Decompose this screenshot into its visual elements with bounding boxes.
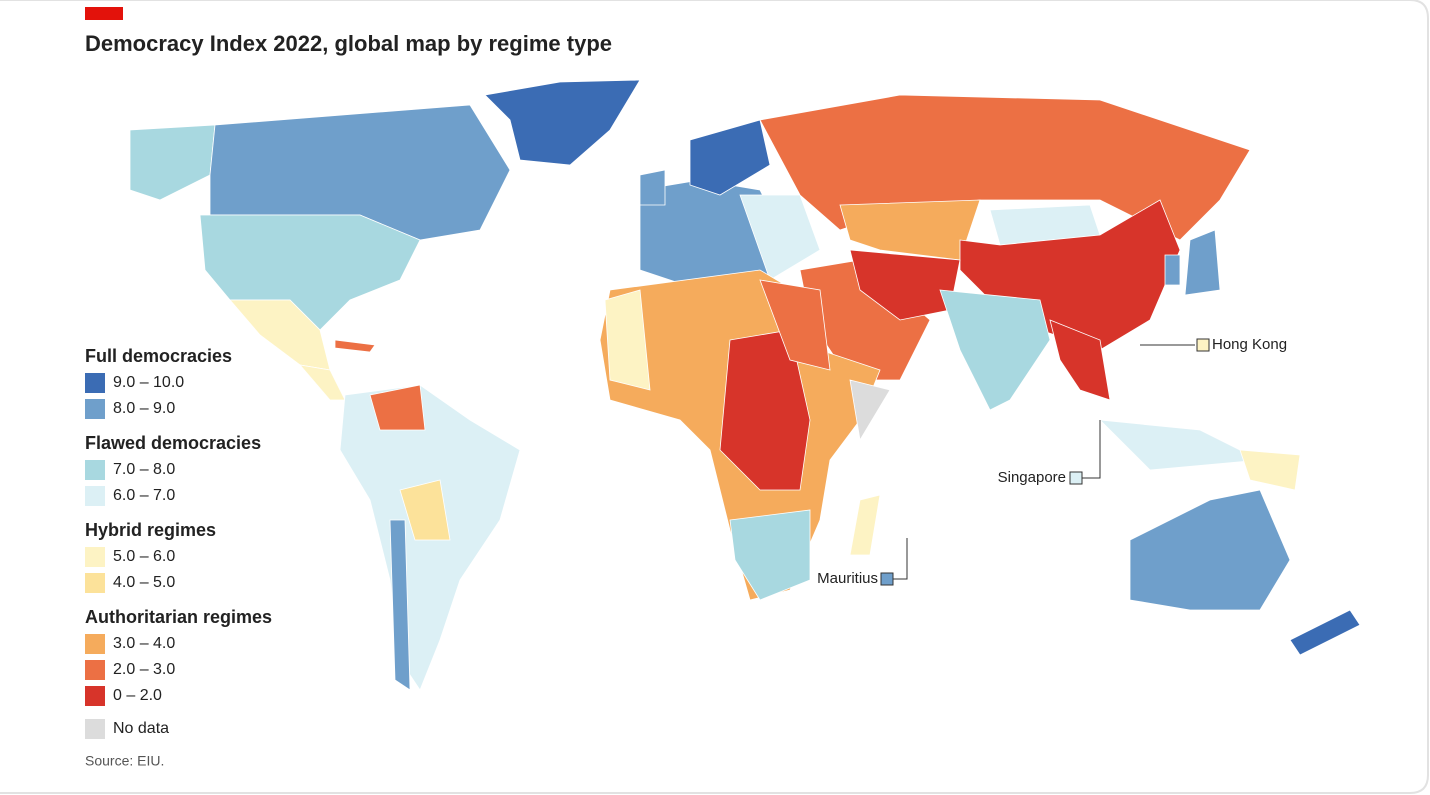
callout-line [1082,420,1101,479]
legend-swatch [85,660,105,680]
chile [389,519,411,691]
callout-line [893,538,908,580]
legend-group: Authoritarian regimes [85,607,272,627]
southeast-asia [1049,319,1111,401]
legend-swatch [85,573,105,593]
callouts: Hong Kong Singapore Mauritius [817,336,1287,587]
title: Democracy Index 2022, global map by regi… [85,31,612,56]
legend-label: 4.0 – 5.0 [113,574,175,591]
callout-box [1069,471,1083,485]
legend-swatch [85,547,105,567]
south-korea [1164,254,1181,286]
legend-label: 0 – 2.0 [113,687,162,704]
source: Source: EIU. [85,753,164,769]
madagascar [849,494,881,556]
eastern-europe [739,194,821,281]
scandinavia [689,119,771,196]
legend-swatch [85,486,105,506]
usa [199,214,421,331]
legend: Full democracies 9.0 – 10.0 8.0 – 9.0 Flawe… [85,346,272,739]
venezuela [369,384,426,431]
central-asia [839,199,981,261]
legend-swatch [85,634,105,654]
new-zealand [1289,609,1361,656]
legend-label: 9.0 – 10.0 [113,374,184,391]
horn-of-africa [849,379,891,442]
world-map [129,79,1361,691]
cuba [334,339,376,353]
iran-afghanistan [849,249,961,321]
legend-label: 5.0 – 6.0 [113,548,175,565]
legend-swatch [85,460,105,480]
callout-label: Hong Kong [1212,336,1287,353]
legend-group: Flawed democracies [85,433,261,453]
legend-swatch [85,686,105,706]
alaska [129,124,216,201]
australia [1129,489,1291,611]
west-africa [604,289,651,391]
legend-label: 7.0 – 8.0 [113,461,175,478]
indonesia [1098,419,1262,471]
legend-label: 2.0 – 3.0 [113,661,175,678]
legend-label: No data [113,720,169,737]
southern-africa [729,509,811,601]
greenland [484,79,641,166]
legend-label: 6.0 – 7.0 [113,487,175,504]
japan [1184,229,1221,296]
legend-group: Full democracies [85,346,232,366]
callout-box [880,572,894,586]
india [939,289,1051,411]
legend-swatch [85,719,105,739]
legend-group: Hybrid regimes [85,520,216,540]
bolivia [399,479,451,541]
uk-ireland [639,169,666,206]
legend-label: 3.0 – 4.0 [113,635,175,652]
callout-box [1196,338,1210,352]
brand-bar [85,7,123,20]
legend-swatch [85,373,105,393]
callout-label: Mauritius [817,570,878,587]
egypt-sudan [759,279,831,371]
central-america [298,364,346,401]
callout-label: Singapore [998,469,1066,486]
legend-label: 8.0 – 9.0 [113,400,175,417]
papua-new-guinea [1239,449,1301,491]
legend-swatch [85,399,105,419]
